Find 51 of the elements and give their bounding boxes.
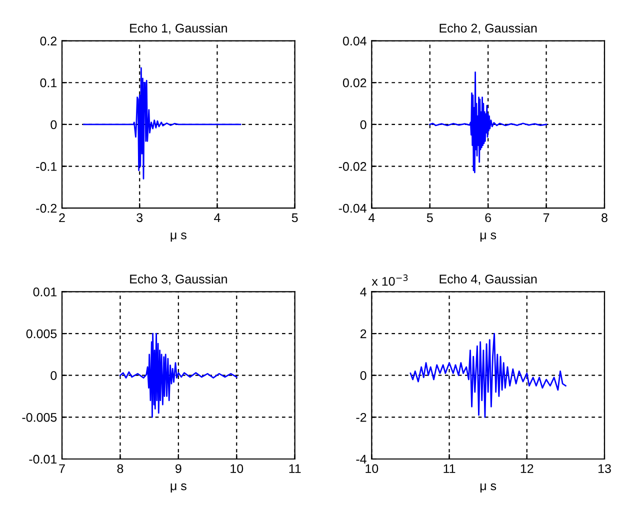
x-tick-label: 6 xyxy=(485,213,492,222)
x-axis-title: μ s xyxy=(170,232,186,242)
x-tick-label: 5 xyxy=(426,213,433,222)
chart-title: Echo 2, Gaussian xyxy=(440,23,537,34)
x-tick-label: 8 xyxy=(602,213,608,222)
y-tick-label: 0.02 xyxy=(342,78,366,88)
y-tick-label: 0 xyxy=(360,371,366,380)
y-tick-label: 0.2 xyxy=(40,36,57,46)
y-tick-label: 4 xyxy=(360,288,366,296)
y-tick-label: 2 xyxy=(360,329,366,338)
text: x 10$^{−3}$ xyxy=(372,274,408,286)
y-tick-label: -0.04 xyxy=(338,204,366,213)
x-tick-label: 5 xyxy=(292,213,298,222)
x-tick-label: 9 xyxy=(176,464,182,474)
line-series xyxy=(83,67,242,180)
chart-title: Echo 3, Gaussian xyxy=(130,274,227,285)
x-tick-label: 12 xyxy=(520,464,534,473)
y-tick-label: -0.01 xyxy=(29,454,57,464)
y-tick-label: 0.005 xyxy=(26,329,57,338)
x-tick-label: 10 xyxy=(230,464,244,474)
x-tick-label: 4 xyxy=(368,213,375,222)
line-series xyxy=(120,332,238,418)
y-tick-label: -0.2 xyxy=(36,204,57,213)
y-tick-label: -2 xyxy=(356,412,366,422)
x-tick-label: 7 xyxy=(59,464,65,473)
x-tick-label: 13 xyxy=(598,464,611,474)
x-tick-label: 8 xyxy=(117,464,124,474)
y-tick-label: -4 xyxy=(356,454,366,464)
y-tick-label: -0.005 xyxy=(22,412,57,422)
x-axis-title: μ s xyxy=(480,483,496,493)
x-tick-label: 10 xyxy=(366,464,378,474)
chart-title: Echo 1, Gaussian xyxy=(130,23,227,34)
y-tick-label: 0.1 xyxy=(40,78,57,88)
x-axis-title: μ s xyxy=(170,483,186,493)
x-tick-label: 11 xyxy=(444,464,456,473)
x-axis-title: μ s xyxy=(480,232,496,242)
line-series xyxy=(429,71,547,174)
x-tick-label: 2 xyxy=(59,213,65,222)
chart-title: Echo 4, Gaussian xyxy=(440,274,537,285)
y-tick-label: 0.01 xyxy=(33,288,57,296)
y-tick-label: 0 xyxy=(360,120,366,130)
x-tick-label: 7 xyxy=(543,213,550,222)
line-series xyxy=(410,332,566,418)
y-tick-label: -0.02 xyxy=(338,162,366,171)
y-tick-label: 0 xyxy=(50,371,57,380)
y-tick-label: 0 xyxy=(50,120,57,130)
y-tick-label: 0.04 xyxy=(342,36,366,46)
x-tick-label: 11 xyxy=(289,464,301,473)
x-tick-label: 3 xyxy=(136,213,143,222)
y-tick-label: -0.1 xyxy=(36,162,57,171)
x-tick-label: 4 xyxy=(214,213,220,222)
